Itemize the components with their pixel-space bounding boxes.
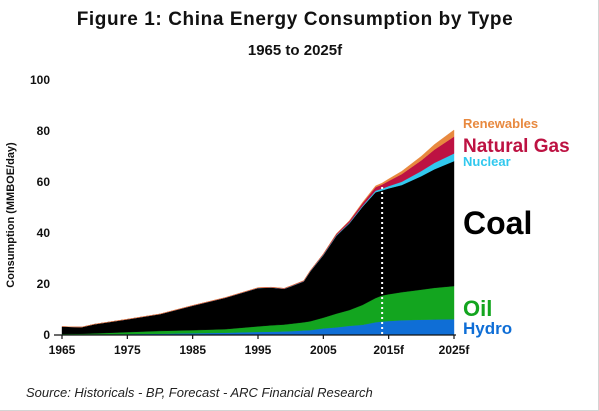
chart-title: Figure 1: China Energy Consumption by Ty… [77, 9, 514, 30]
label-hydro: Hydro [463, 319, 512, 338]
label-renewables: Renewables [463, 116, 538, 131]
y-tick-label: 20 [37, 277, 51, 291]
label-nuclear: Nuclear [463, 154, 511, 169]
x-tick-label: 2005 [310, 343, 337, 357]
x-tick-label: 1995 [245, 343, 272, 357]
label-natural-gas: Natural Gas [463, 136, 570, 157]
label-coal: Coal [463, 205, 532, 241]
x-tick-label: 1975 [114, 343, 141, 357]
axes: 0 20 40 60 80 100 1965 1975 1985 1995 2005 2015f 202… [30, 73, 470, 357]
y-tick-label: 40 [37, 226, 51, 240]
area-layers [61, 129, 455, 336]
x-tick-label: 2025f [439, 343, 471, 357]
y-tick-label: 80 [37, 124, 51, 138]
x-tick-label: 1965 [49, 343, 76, 357]
x-tick-label: 2015f [373, 343, 405, 357]
source-note: Source: Historicals - BP, Forecast - ARC… [26, 385, 373, 400]
y-tick-label: 60 [37, 175, 51, 189]
x-tick-label: 1985 [179, 343, 206, 357]
y-tick-label: 0 [43, 328, 50, 342]
y-tick-label: 100 [30, 73, 50, 87]
area-renewables [61, 129, 455, 328]
y-axis-label: Consumption (MMBOE/day) [5, 142, 17, 288]
label-oil: Oil [463, 296, 492, 321]
chart-subtitle: 1965 to 2025f [248, 42, 343, 59]
